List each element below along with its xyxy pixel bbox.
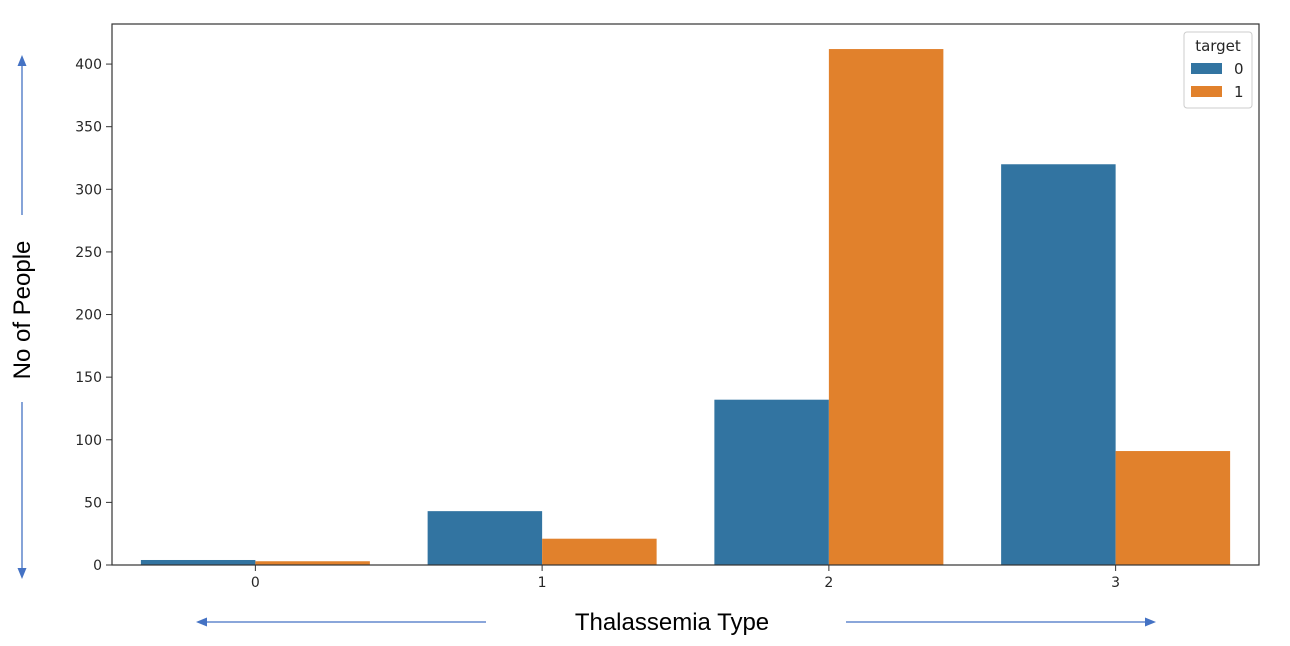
legend-label-series-0: 0	[1234, 60, 1244, 78]
legend-swatch-series-0	[1191, 63, 1222, 74]
plot-frame	[111, 23, 1260, 566]
bar-series-1-category-2	[828, 49, 944, 566]
x-axis-arrow-left-head	[196, 617, 207, 627]
y-tick-label: 400	[75, 57, 102, 73]
x-axis-title: Thalassemia Type	[575, 609, 769, 636]
bar-series-0-category-3	[1001, 164, 1116, 565]
x-tick-label: 1	[538, 575, 547, 591]
y-axis-arrow-down-head	[17, 568, 27, 579]
bar-series-1-category-0	[255, 561, 370, 565]
bar-series-1-category-3	[1115, 451, 1231, 565]
y-tick-label: 250	[75, 245, 102, 261]
y-tick-label: 50	[84, 495, 102, 511]
y-tick-label: 0	[93, 558, 102, 574]
x-axis-title-group: Thalassemia Type	[196, 609, 1156, 636]
y-tick-label: 100	[75, 433, 102, 449]
legend-label-series-1: 1	[1234, 83, 1244, 101]
x-axis-arrow-right-head	[1145, 617, 1156, 627]
x-tick-label: 0	[251, 575, 260, 591]
legend-swatch-series-1	[1191, 86, 1222, 97]
y-axis-title-group: No of People	[9, 55, 36, 579]
y-axis-arrow-up-head	[17, 55, 27, 66]
y-tick-label: 350	[75, 120, 102, 136]
x-tick-label: 2	[824, 575, 833, 591]
legend: target 0 1	[1183, 31, 1253, 109]
y-tick-label: 300	[75, 182, 102, 198]
bar-series-0-category-0	[140, 559, 256, 565]
y-tick-label: 150	[75, 370, 102, 386]
bars-layer	[140, 49, 1231, 566]
bar-series-0-category-2	[714, 399, 829, 565]
x-tick-label: 3	[1111, 575, 1120, 591]
y-axis-title: No of People	[9, 241, 36, 380]
bar-series-0-category-1	[427, 511, 543, 565]
x-ticks: 0 1 2 3	[251, 565, 1120, 591]
y-tick-label: 200	[75, 308, 102, 324]
legend-title: target	[1195, 37, 1241, 55]
bar-series-1-category-1	[542, 538, 657, 565]
y-ticks: 0 50 100 150 200 250 300 350 400	[75, 57, 112, 574]
